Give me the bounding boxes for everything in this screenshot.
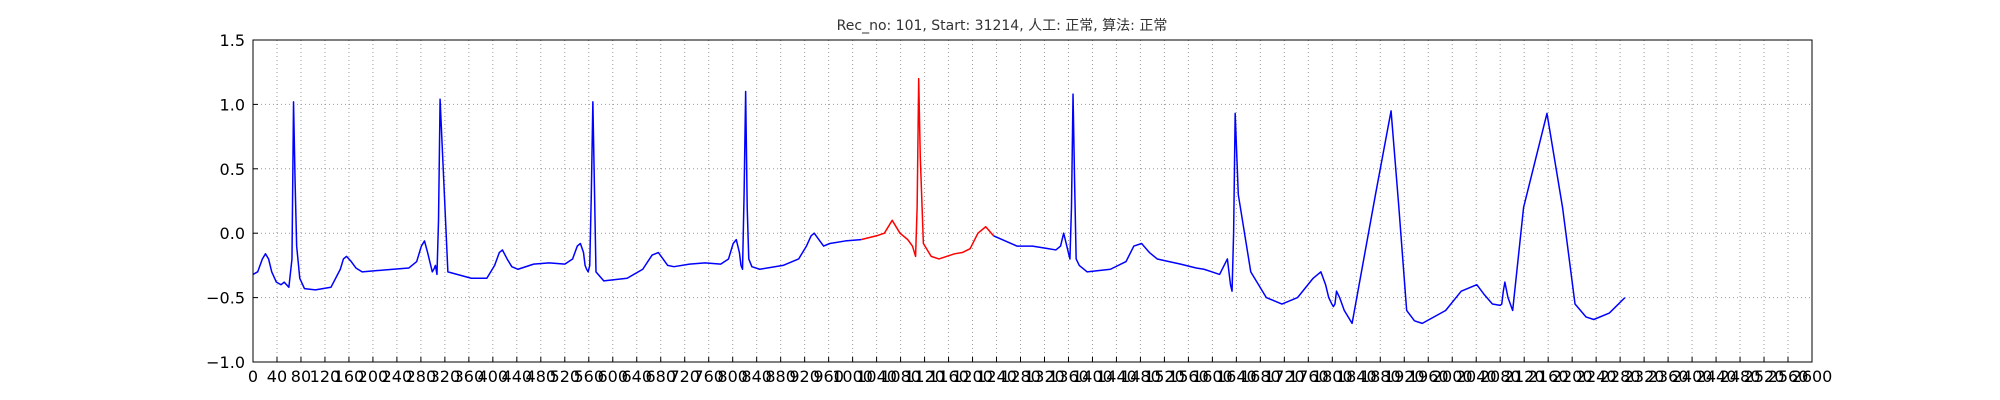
x-tick-label: 440: [502, 367, 533, 386]
plot-frame: [252, 39, 1813, 363]
x-tick-label: 1120: [904, 367, 945, 386]
x-tick-label: 2440: [1696, 367, 1737, 386]
x-tick-label: 920: [789, 367, 820, 386]
x-tick-label: 1680: [1240, 367, 1281, 386]
ecg-trace: [252, 90, 862, 291]
x-tick-label: 1280: [1000, 367, 1041, 386]
ecg-trace-highlight: [860, 77, 995, 260]
y-tick-label: 1.0: [220, 95, 245, 114]
x-tick-label: 2160: [1528, 367, 1569, 386]
x-tick-label: 1760: [1288, 367, 1329, 386]
x-tick-label: 960: [813, 367, 844, 386]
x-tick-label: 40: [267, 367, 287, 386]
x-tick-label: 1440: [1096, 367, 1137, 386]
x-tick-label: 1720: [1264, 367, 1305, 386]
x-tick-label: 1880: [1360, 367, 1401, 386]
x-tick-label: 160: [334, 367, 365, 386]
x-tick-label: 2400: [1672, 367, 1713, 386]
x-tick-label: 1000: [832, 367, 873, 386]
x-tick-label: 2520: [1744, 367, 1785, 386]
x-tick-label: 1840: [1336, 367, 1377, 386]
x-tick-label: 1200: [952, 367, 993, 386]
x-tick-label: 2320: [1624, 367, 1665, 386]
x-tick-label: 1560: [1168, 367, 1209, 386]
x-tick-label: 1640: [1216, 367, 1257, 386]
x-tick-label: 1080: [880, 367, 921, 386]
x-tick-label: 560: [574, 367, 605, 386]
x-tick-label: 2000: [1432, 367, 1473, 386]
x-tick-label: 1160: [928, 367, 969, 386]
x-tick-label: 240: [382, 367, 413, 386]
x-tick-label: 2560: [1768, 367, 1809, 386]
x-tick-label: 1040: [856, 367, 897, 386]
x-tick-label: 2080: [1480, 367, 1521, 386]
x-tick-label: 1480: [1120, 367, 1161, 386]
x-tick-label: 520: [550, 367, 581, 386]
y-tick-label: 1.5: [220, 31, 245, 50]
x-tick-label: 200: [358, 367, 389, 386]
y-tick-label: −1.0: [206, 353, 245, 372]
x-axis: 0 40 8012016020024028032036040044048052056…: [248, 357, 1832, 386]
x-tick-label: 680: [645, 367, 676, 386]
x-tick-label: 0: [248, 367, 258, 386]
ecg-trace: [993, 93, 1626, 325]
x-tick-label: 2360: [1648, 367, 1689, 386]
x-tick-label: 880: [765, 367, 796, 386]
x-tick-label: 1400: [1072, 367, 1113, 386]
x-tick-label: 1920: [1384, 367, 1425, 386]
x-tick-label: 1520: [1144, 367, 1185, 386]
y-tick-label: 0.5: [220, 160, 245, 179]
x-tick-label: 80: [291, 367, 311, 386]
x-tick-label: 120: [310, 367, 341, 386]
x-tick-label: 2240: [1576, 367, 1617, 386]
x-tick-label: 1960: [1408, 367, 1449, 386]
x-tick-label: 360: [454, 367, 485, 386]
x-tick-label: 1600: [1192, 367, 1233, 386]
x-tick-label: 2600: [1792, 367, 1833, 386]
x-tick-label: 280: [406, 367, 437, 386]
y-tick-label: 0.0: [220, 224, 245, 243]
ecg-traces: [252, 77, 1626, 325]
x-tick-label: 800: [717, 367, 748, 386]
y-tick-label: −0.5: [206, 289, 245, 308]
x-tick-label: 2120: [1504, 367, 1545, 386]
x-tick-label: 840: [741, 367, 772, 386]
x-tick-label: 2480: [1720, 367, 1761, 386]
x-tick-label: 320: [430, 367, 461, 386]
chart-title: Rec_no: 101, Start: 31214, 人工: 正常, 算法: 正…: [837, 18, 1168, 34]
x-tick-label: 2040: [1456, 367, 1497, 386]
x-tick-label: 2280: [1600, 367, 1641, 386]
x-tick-label: 1360: [1048, 367, 1089, 386]
x-tick-label: 720: [669, 367, 700, 386]
grid-lines: [253, 40, 1813, 362]
x-tick-label: 400: [478, 367, 509, 386]
x-tick-label: 760: [693, 367, 724, 386]
x-tick-label: 1240: [976, 367, 1017, 386]
x-tick-label: 2200: [1552, 367, 1593, 386]
x-tick-label: 600: [597, 367, 628, 386]
y-axis: −1.0 −0.5 0.0 0.5 1.0 1.5: [206, 31, 258, 372]
x-tick-label: 1320: [1024, 367, 1065, 386]
x-tick-label: 480: [526, 367, 557, 386]
x-tick-label: 1800: [1312, 367, 1353, 386]
x-tick-label: 640: [621, 367, 652, 386]
